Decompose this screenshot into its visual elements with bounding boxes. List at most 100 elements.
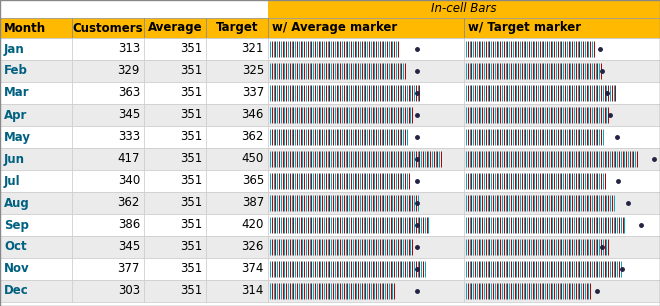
Text: w/ Target marker: w/ Target marker	[468, 21, 581, 35]
Bar	[144, 0, 206, 18]
Text: 321: 321	[242, 43, 264, 55]
Text: Jun: Jun	[4, 152, 25, 166]
Bar	[206, 214, 268, 236]
Bar	[144, 148, 206, 170]
Text: 387: 387	[242, 196, 264, 210]
Text: 314: 314	[242, 285, 264, 297]
Bar	[464, 192, 660, 214]
Bar	[0, 38, 72, 60]
Bar	[268, 0, 464, 18]
Text: Nov: Nov	[4, 263, 30, 275]
Bar	[144, 18, 206, 38]
Text: Average: Average	[148, 21, 203, 35]
Text: Jan: Jan	[4, 43, 25, 55]
Text: Aug: Aug	[4, 196, 30, 210]
Bar	[464, 148, 660, 170]
Bar	[206, 38, 268, 60]
Text: Jul: Jul	[4, 174, 20, 188]
Text: 325: 325	[242, 65, 264, 77]
Bar	[144, 170, 206, 192]
Bar	[0, 0, 72, 18]
Text: Target: Target	[216, 21, 258, 35]
Bar	[464, 258, 660, 280]
Bar	[0, 258, 72, 280]
Bar	[72, 18, 144, 38]
Bar	[268, 192, 464, 214]
Text: 351: 351	[180, 43, 202, 55]
Text: May: May	[4, 130, 31, 144]
Bar	[0, 280, 72, 302]
Bar	[144, 258, 206, 280]
Bar	[72, 0, 144, 18]
Text: 420: 420	[242, 218, 264, 232]
Bar	[206, 148, 268, 170]
Bar	[268, 148, 464, 170]
Bar	[464, 170, 660, 192]
Text: 351: 351	[180, 65, 202, 77]
Bar	[206, 236, 268, 258]
Bar	[464, 104, 660, 126]
Bar	[268, 236, 464, 258]
Bar	[268, 126, 464, 148]
Bar	[0, 60, 72, 82]
Bar	[72, 126, 144, 148]
Text: 351: 351	[180, 109, 202, 121]
Bar	[144, 82, 206, 104]
Text: 340: 340	[117, 174, 140, 188]
Bar	[72, 170, 144, 192]
Bar	[144, 104, 206, 126]
Bar	[72, 60, 144, 82]
Bar	[144, 280, 206, 302]
Text: 362: 362	[242, 130, 264, 144]
Text: 351: 351	[180, 241, 202, 253]
Bar	[144, 192, 206, 214]
Text: 351: 351	[180, 196, 202, 210]
Bar	[0, 148, 72, 170]
Bar	[464, 60, 660, 82]
Bar	[72, 82, 144, 104]
Bar	[464, 236, 660, 258]
Text: 374: 374	[242, 263, 264, 275]
Text: Month: Month	[4, 21, 46, 35]
Text: Apr: Apr	[4, 109, 27, 121]
Bar	[0, 170, 72, 192]
Text: 351: 351	[180, 174, 202, 188]
Text: 351: 351	[180, 130, 202, 144]
Text: 337: 337	[242, 87, 264, 99]
Text: 351: 351	[180, 87, 202, 99]
Text: 351: 351	[180, 152, 202, 166]
Text: 351: 351	[180, 263, 202, 275]
Text: 365: 365	[242, 174, 264, 188]
Text: 326: 326	[242, 241, 264, 253]
Bar	[0, 126, 72, 148]
Bar	[0, 192, 72, 214]
Bar	[206, 170, 268, 192]
Bar	[206, 18, 268, 38]
Bar	[464, 126, 660, 148]
Bar	[0, 236, 72, 258]
Text: 417: 417	[117, 152, 140, 166]
Text: 351: 351	[180, 285, 202, 297]
Text: Sep: Sep	[4, 218, 29, 232]
Bar	[268, 170, 464, 192]
Text: 363: 363	[117, 87, 140, 99]
Text: 345: 345	[117, 241, 140, 253]
Bar	[144, 126, 206, 148]
Bar	[268, 104, 464, 126]
Bar	[72, 38, 144, 60]
Text: 303: 303	[118, 285, 140, 297]
Text: 386: 386	[117, 218, 140, 232]
Bar	[72, 258, 144, 280]
Bar	[268, 82, 464, 104]
Text: 351: 351	[180, 218, 202, 232]
Bar	[464, 214, 660, 236]
Bar	[206, 126, 268, 148]
Bar	[464, 82, 660, 104]
Bar	[206, 104, 268, 126]
Text: Feb: Feb	[4, 65, 28, 77]
Bar	[464, 38, 660, 60]
Text: In-cell Bars: In-cell Bars	[431, 2, 497, 16]
Bar	[206, 280, 268, 302]
Bar	[464, 18, 660, 38]
Bar	[464, 280, 660, 302]
